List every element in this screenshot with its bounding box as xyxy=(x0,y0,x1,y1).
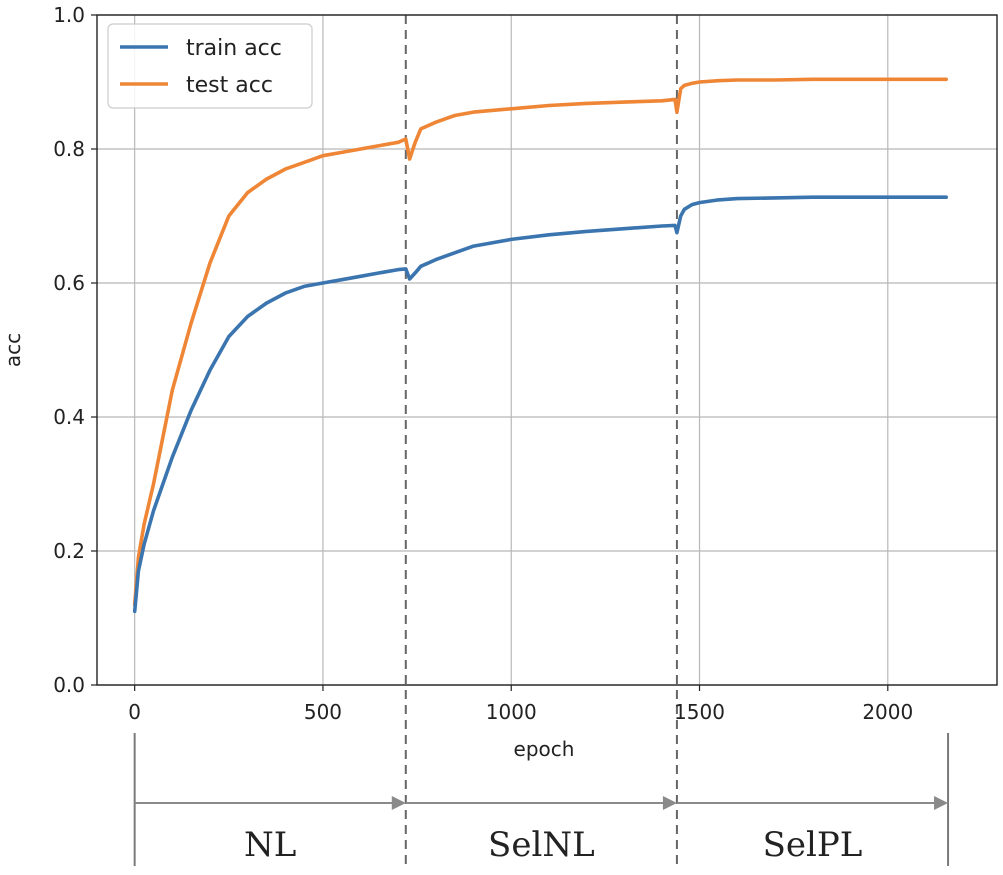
series-line-train-acc xyxy=(132,195,949,614)
phase-label: SelPL xyxy=(763,825,863,865)
y-tick-label: 0.0 xyxy=(53,673,85,697)
x-tick-label: 1500 xyxy=(674,700,725,724)
phase-arrow-head xyxy=(934,796,949,810)
x-tick-label: 500 xyxy=(304,700,342,724)
x-axis-title: epoch xyxy=(514,737,575,761)
series-lines xyxy=(132,77,949,614)
phase-arrow-head xyxy=(662,796,677,810)
y-tick-label: 0.8 xyxy=(53,137,85,161)
y-axis-title: acc xyxy=(1,333,25,367)
axis-ticks: 0 500 1000 1500 2000 0.0 0.2 0.4 0.6 0.8 1.0 xyxy=(53,3,913,724)
x-tick-label: 2000 xyxy=(862,700,913,724)
series-line-test-acc xyxy=(132,77,949,607)
legend-label: train acc xyxy=(186,36,282,61)
phase-label: SelNL xyxy=(488,825,595,865)
phase-boundaries xyxy=(404,15,678,868)
grid xyxy=(97,14,997,686)
legend-box xyxy=(107,23,313,109)
plot-frame xyxy=(96,14,998,686)
legend: train acc test acc xyxy=(107,23,313,109)
phase-label: NL xyxy=(244,825,296,865)
x-tick-label: 0 xyxy=(128,700,141,724)
legend-label: test acc xyxy=(186,73,273,98)
y-tick-label: 0.2 xyxy=(53,539,85,563)
phase-arrow-head xyxy=(391,796,406,810)
phase-annotation: NL SelNL SelPL xyxy=(133,733,950,866)
y-tick-label: 0.4 xyxy=(53,405,85,429)
x-tick-label: 1000 xyxy=(486,700,537,724)
y-tick-label: 0.6 xyxy=(53,271,85,295)
y-tick-label: 1.0 xyxy=(53,3,85,27)
